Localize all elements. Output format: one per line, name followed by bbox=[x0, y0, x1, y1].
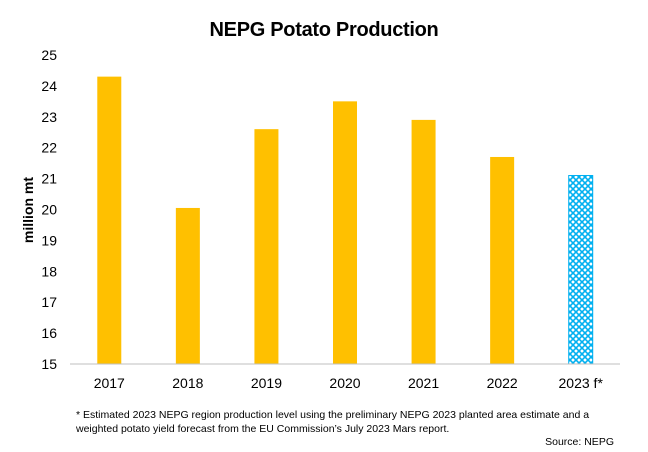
x-tick-label: 2020 bbox=[329, 375, 360, 391]
bar bbox=[254, 129, 279, 364]
footnote: * Estimated 2023 NEPG region production … bbox=[76, 409, 590, 435]
y-axis-title: million mt bbox=[20, 177, 36, 243]
bar bbox=[97, 76, 122, 364]
chart-title: NEPG Potato Production bbox=[209, 19, 439, 41]
y-axis-title-group: million mt bbox=[20, 177, 36, 243]
y-tick-label: 20 bbox=[41, 202, 57, 218]
bar bbox=[411, 119, 436, 364]
y-tick-label: 16 bbox=[41, 325, 57, 341]
source-note: Source: NEPG bbox=[545, 436, 614, 448]
y-tick-label: 19 bbox=[41, 232, 57, 248]
bar-forecast bbox=[568, 175, 594, 365]
bars bbox=[97, 76, 594, 365]
bar bbox=[490, 156, 515, 364]
y-tick-label: 21 bbox=[41, 171, 57, 187]
x-tick-label: 2021 bbox=[408, 375, 439, 391]
x-tick-label: 2023 f* bbox=[559, 375, 604, 391]
x-tick-labels: 2017 2018 2019 2020 2021 2022 2023 f* bbox=[94, 375, 604, 391]
y-tick-label: 18 bbox=[41, 263, 57, 279]
x-tick-label: 2018 bbox=[172, 375, 203, 391]
x-tick-label: 2017 bbox=[94, 375, 125, 391]
x-tick-label: 2019 bbox=[251, 375, 282, 391]
y-tick-label: 17 bbox=[41, 294, 57, 310]
bar bbox=[333, 101, 357, 364]
y-tick-label: 23 bbox=[41, 109, 57, 125]
y-tick-labels: 15 16 17 18 19 20 21 22 23 24 25 bbox=[41, 47, 57, 372]
bar bbox=[175, 207, 200, 364]
x-tick-label: 2022 bbox=[487, 375, 518, 391]
y-tick-label: 25 bbox=[41, 47, 57, 63]
y-tick-label: 15 bbox=[41, 356, 57, 372]
y-tick-label: 22 bbox=[41, 140, 57, 156]
y-tick-label: 24 bbox=[41, 78, 57, 94]
